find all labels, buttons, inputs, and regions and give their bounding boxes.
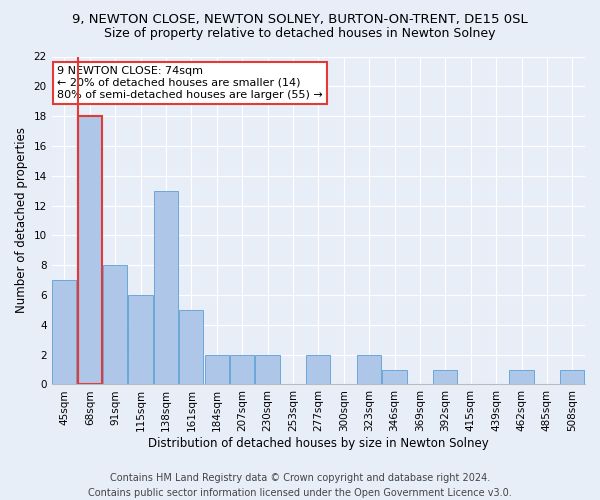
Text: Size of property relative to detached houses in Newton Solney: Size of property relative to detached ho…: [104, 28, 496, 40]
Bar: [77, 116, 102, 384]
Bar: [357, 354, 381, 384]
Bar: [256, 354, 280, 384]
Bar: [128, 295, 152, 384]
Text: 9, NEWTON CLOSE, NEWTON SOLNEY, BURTON-ON-TRENT, DE15 0SL: 9, NEWTON CLOSE, NEWTON SOLNEY, BURTON-O…: [72, 12, 528, 26]
Bar: [154, 190, 178, 384]
Text: 9 NEWTON CLOSE: 74sqm
← 20% of detached houses are smaller (14)
80% of semi-deta: 9 NEWTON CLOSE: 74sqm ← 20% of detached …: [57, 66, 323, 100]
Bar: [52, 280, 76, 384]
Y-axis label: Number of detached properties: Number of detached properties: [15, 128, 28, 314]
Bar: [230, 354, 254, 384]
X-axis label: Distribution of detached houses by size in Newton Solney: Distribution of detached houses by size …: [148, 437, 489, 450]
Bar: [433, 370, 457, 384]
Bar: [560, 370, 584, 384]
Bar: [179, 310, 203, 384]
Text: Contains HM Land Registry data © Crown copyright and database right 2024.
Contai: Contains HM Land Registry data © Crown c…: [88, 472, 512, 498]
Bar: [382, 370, 407, 384]
Bar: [509, 370, 533, 384]
Bar: [103, 265, 127, 384]
Bar: [205, 354, 229, 384]
Bar: [306, 354, 331, 384]
